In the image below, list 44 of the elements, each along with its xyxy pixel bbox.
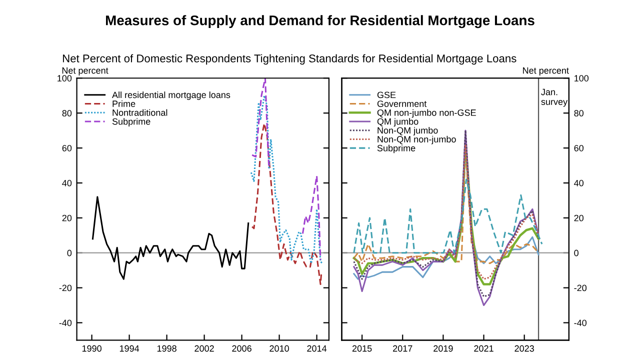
y2-tick-label: 0 <box>574 250 578 256</box>
x-tick-label: 2006 <box>232 345 252 352</box>
x-tick-label: 2021 <box>474 345 494 352</box>
legend-label: Subprime <box>377 144 416 154</box>
x-tick-label: 1998 <box>157 345 176 352</box>
y-tick-label: 60 <box>62 144 72 152</box>
x-tick-label: 2017 <box>393 345 412 352</box>
legend-label: All residential mortgage loans <box>112 91 230 100</box>
legend-label: Subprime <box>112 118 150 127</box>
y-tick-label: 100 <box>58 75 72 82</box>
y-tick-label: 40 <box>62 180 72 186</box>
legend-label: Non-QM non-jumbo <box>378 136 456 144</box>
y2-tick-label: 40 <box>574 180 584 186</box>
legend-label: Government <box>377 100 427 107</box>
y2-tick-label: -20 <box>574 284 587 292</box>
legend-label: Nontraditional <box>112 109 168 116</box>
legend-label: Prime <box>112 100 136 107</box>
x-tick-label: 1994 <box>120 345 140 352</box>
y-tick-label: 20 <box>62 214 72 222</box>
y-tick-label: -20 <box>59 284 72 292</box>
y2-tick-label: 20 <box>574 214 584 222</box>
x-tick-label: 2014 <box>307 345 327 352</box>
y2-tick-label: -40 <box>574 320 587 326</box>
y2-axis-title: Net percent <box>523 67 569 76</box>
x-tick-label: 1990 <box>82 345 102 352</box>
y2-tick-label: 60 <box>574 144 584 152</box>
y2-tick-label: 100 <box>574 75 589 82</box>
legend-label: QM jumbo <box>377 118 418 127</box>
x-tick-label: 2015 <box>352 345 372 352</box>
ref-line-label: Jan. survey <box>541 88 568 107</box>
x-tick-label: 2023 <box>514 345 534 352</box>
y2-tick-label: 80 <box>574 110 584 116</box>
x-tick-label: 2019 <box>434 345 453 352</box>
chart-subtitle: Net Percent of Domestic Respondents Tightening Standards for Residential Mortgage Loans <box>62 54 516 65</box>
y-tick-label: 80 <box>62 110 72 116</box>
y-tick-label: 0 <box>67 250 72 256</box>
x-tick-label: 2010 <box>270 345 289 352</box>
y-axis-title: Net percent <box>62 67 108 76</box>
legend-label: GSE <box>377 92 396 98</box>
x-tick-label: 2002 <box>194 345 214 352</box>
y-tick-label: -40 <box>59 320 72 326</box>
legend-label: Non-QM jumbo <box>378 126 438 136</box>
chart-title: Measures of Supply and Demand for Residential Mortgage Loans <box>106 15 534 28</box>
legend-label: QM non-jumbo non-GSE <box>377 109 476 118</box>
